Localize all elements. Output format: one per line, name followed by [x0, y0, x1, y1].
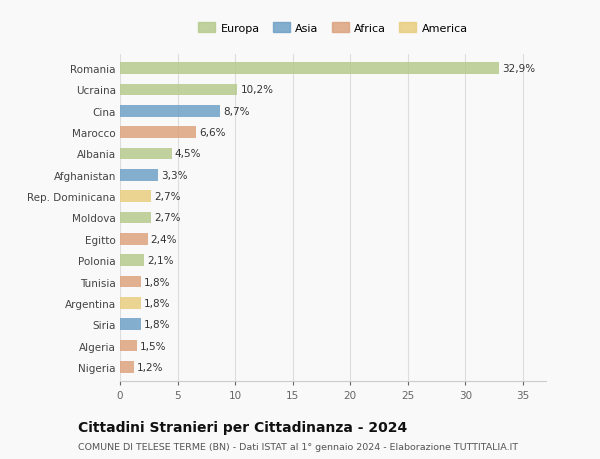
Legend: Europa, Asia, Africa, America: Europa, Asia, Africa, America — [194, 18, 472, 38]
Text: 8,7%: 8,7% — [223, 106, 250, 117]
Text: 4,5%: 4,5% — [175, 149, 201, 159]
Bar — [120, 319, 141, 330]
Bar — [120, 276, 141, 288]
Bar — [120, 340, 137, 352]
Bar — [120, 127, 196, 139]
Bar — [120, 148, 172, 160]
Bar — [120, 297, 141, 309]
Text: 10,2%: 10,2% — [241, 85, 274, 95]
Bar — [120, 84, 238, 96]
Text: 2,7%: 2,7% — [154, 192, 181, 202]
Bar — [120, 106, 220, 118]
Bar — [120, 361, 134, 373]
Text: 1,8%: 1,8% — [143, 277, 170, 287]
Bar — [120, 191, 151, 202]
Text: 2,4%: 2,4% — [151, 235, 177, 244]
Text: 32,9%: 32,9% — [502, 64, 535, 74]
Text: 1,8%: 1,8% — [143, 298, 170, 308]
Text: 2,7%: 2,7% — [154, 213, 181, 223]
Bar — [120, 63, 499, 75]
Text: 1,2%: 1,2% — [137, 362, 163, 372]
Text: 6,6%: 6,6% — [199, 128, 226, 138]
Text: 2,1%: 2,1% — [147, 256, 173, 266]
Text: 1,5%: 1,5% — [140, 341, 167, 351]
Text: 3,3%: 3,3% — [161, 170, 187, 180]
Bar — [120, 234, 148, 245]
Text: COMUNE DI TELESE TERME (BN) - Dati ISTAT al 1° gennaio 2024 - Elaborazione TUTTI: COMUNE DI TELESE TERME (BN) - Dati ISTAT… — [78, 442, 518, 451]
Text: Cittadini Stranieri per Cittadinanza - 2024: Cittadini Stranieri per Cittadinanza - 2… — [78, 420, 407, 434]
Bar — [120, 212, 151, 224]
Text: 1,8%: 1,8% — [143, 319, 170, 330]
Bar — [120, 255, 144, 267]
Bar — [120, 169, 158, 181]
